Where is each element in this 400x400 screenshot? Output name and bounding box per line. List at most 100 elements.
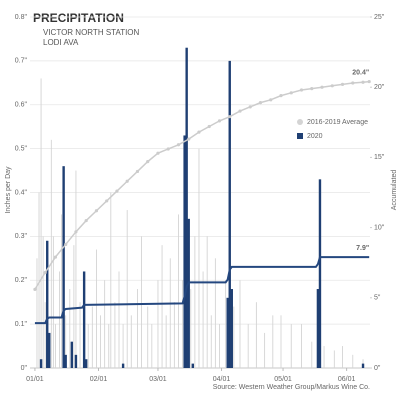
marker (94, 209, 99, 213)
x-tick-label: 06/01 (338, 376, 356, 383)
y-tick-label: 0.1" (15, 321, 28, 328)
source: Source: Western Weather Group/Markus Win… (213, 384, 370, 391)
x-tick-label: 04/01 (213, 376, 231, 383)
bar (352, 354, 354, 368)
marker (279, 94, 283, 98)
bar (198, 148, 200, 368)
bar (219, 324, 220, 368)
bar (247, 324, 249, 368)
marker (310, 87, 314, 91)
marker (361, 80, 365, 84)
legend-marker (297, 119, 303, 125)
y-tick-label: 0.5" (15, 145, 28, 152)
bar (230, 289, 233, 368)
bar (59, 271, 60, 368)
marker (176, 143, 181, 147)
marker (125, 179, 129, 183)
bar (191, 363, 195, 368)
y-tick-label: 0" (21, 365, 28, 372)
marker (351, 81, 355, 85)
bar (110, 192, 112, 368)
bar (104, 280, 106, 368)
bar (44, 302, 46, 368)
y2-axis-label: Accumulated (391, 170, 398, 211)
bar (239, 280, 241, 368)
marker (269, 98, 273, 102)
marker (207, 124, 211, 129)
y-tick-label: 0.8" (15, 14, 28, 21)
bar (272, 315, 274, 368)
bar (64, 354, 67, 368)
marker (258, 101, 263, 105)
y-axis-label: Inches per Day (5, 166, 12, 214)
marker (238, 109, 242, 113)
marker (340, 82, 345, 86)
bar (190, 289, 192, 368)
bar (318, 179, 322, 368)
marker (135, 169, 140, 174)
marker (166, 147, 170, 151)
bar (280, 315, 282, 368)
x-tick-label: 02/01 (90, 376, 108, 383)
y-tick-label: 0.3" (15, 233, 28, 240)
bar (95, 249, 97, 368)
bar (42, 236, 44, 368)
bar (361, 363, 365, 368)
line (34, 80, 370, 290)
end-label: 20.4" (352, 69, 369, 76)
bar (165, 315, 167, 368)
x-tick-label: 03/01 (149, 376, 167, 383)
legend-label: 2016-2019 Average (307, 119, 368, 126)
bar (73, 245, 75, 368)
bar (50, 139, 52, 368)
y-tick-label: 0.7" (15, 58, 28, 65)
bar (82, 271, 86, 368)
legend-marker (297, 133, 303, 139)
y-tick-label: 0.6" (15, 102, 28, 109)
bar (36, 258, 38, 368)
bar (75, 170, 77, 368)
bar (69, 289, 71, 368)
bar (228, 60, 231, 368)
bar (185, 47, 188, 369)
bar (48, 332, 51, 368)
bar (54, 324, 56, 368)
bar (40, 78, 42, 369)
bar (194, 236, 196, 368)
marker (84, 218, 88, 223)
marker (105, 199, 109, 203)
bar (114, 302, 116, 368)
bar (182, 280, 184, 368)
marker (146, 160, 150, 164)
bar (206, 236, 208, 368)
bar (137, 289, 138, 368)
bar (130, 315, 132, 368)
bar (46, 240, 49, 368)
bar (65, 315, 67, 368)
marker (115, 189, 119, 193)
bar (225, 280, 227, 368)
x-tick-label: 05/01 (274, 376, 292, 383)
bar (157, 280, 159, 368)
bar (121, 363, 125, 368)
bar (323, 346, 325, 368)
bar (87, 324, 89, 368)
legend-label: 2020 (307, 133, 323, 140)
bar (202, 271, 204, 368)
bar (173, 302, 175, 368)
bar (39, 359, 43, 368)
bar (264, 332, 266, 368)
bar (126, 210, 128, 368)
bar (108, 324, 110, 368)
bar (333, 350, 335, 368)
marker (64, 242, 68, 247)
marker (217, 119, 222, 123)
marker (33, 287, 37, 291)
y2-tick-label: 15" (374, 154, 385, 161)
bar (161, 245, 163, 368)
marker (367, 79, 371, 84)
bar (187, 218, 190, 368)
bar (38, 192, 40, 368)
marker (289, 91, 293, 95)
